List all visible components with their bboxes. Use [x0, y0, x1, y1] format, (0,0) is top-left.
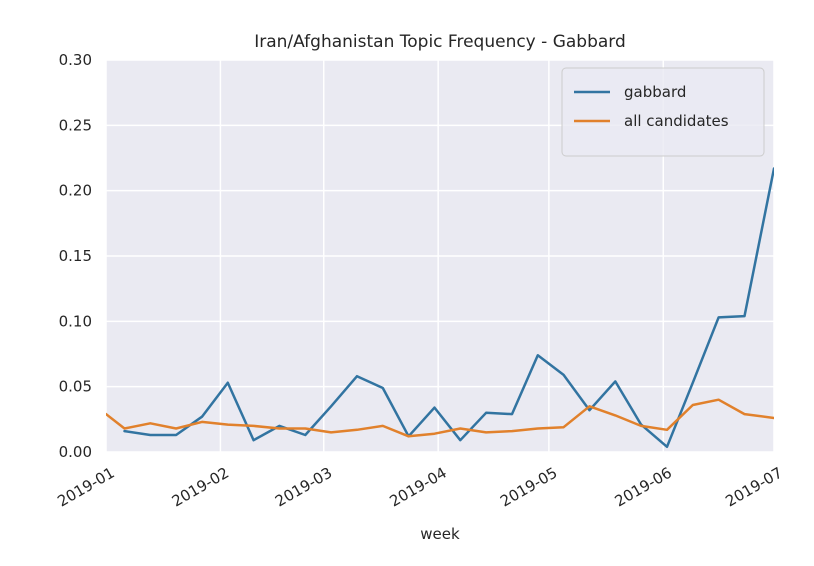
legend: gabbard all candidates [561, 67, 765, 157]
x-tick-label: 2019-04 [386, 464, 449, 511]
x-axis-ticks: 2019-01 2019-02 2019-03 2019-04 2019-05 2019-… [54, 464, 785, 511]
grid-lines [105, 59, 775, 453]
series-layer [106, 167, 774, 449]
y-tick-label: 0.15 [59, 247, 92, 265]
y-tick-label: 0.25 [59, 116, 92, 134]
x-tick-label: 2019-02 [169, 464, 232, 511]
x-tick-label: 2019-05 [497, 464, 560, 511]
chart-title: Iran/Afghanistan Topic Frequency - Gabba… [254, 32, 626, 52]
x-tick-label: 2019-03 [272, 464, 335, 511]
x-axis-label: week [420, 525, 460, 543]
x-tick-label: 2019-07 [722, 464, 785, 511]
y-tick-label: 0.05 [59, 378, 92, 396]
y-tick-label: 0.30 [59, 51, 92, 69]
x-tick-label: 2019-01 [54, 464, 117, 511]
y-tick-label: 0.10 [59, 312, 92, 330]
y-tick-label: 0.00 [59, 443, 92, 461]
series-line-gabbard [123, 167, 774, 449]
x-tick-label: 2019-06 [612, 464, 675, 511]
legend-label: gabbard [624, 83, 686, 101]
y-axis-ticks: 0.00 0.05 0.10 0.15 0.20 0.25 0.30 [59, 51, 92, 461]
legend-label: all candidates [624, 112, 729, 130]
y-tick-label: 0.20 [59, 182, 92, 200]
series-line-all-candidates [106, 398, 774, 438]
legend-box [561, 67, 765, 157]
